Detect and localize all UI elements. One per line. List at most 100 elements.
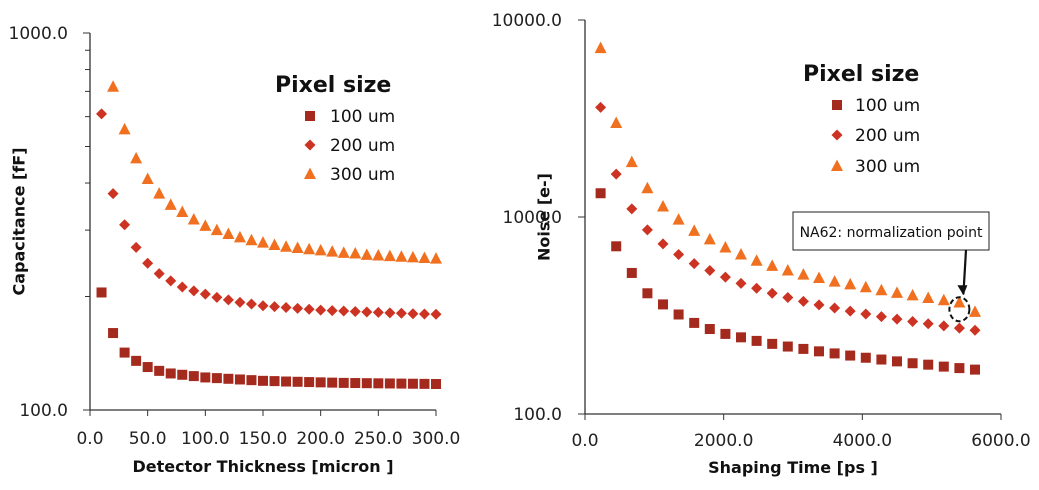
data-point (165, 275, 177, 287)
data-point (233, 230, 246, 243)
data-point (953, 322, 965, 334)
legend-label: 300 um (855, 157, 920, 177)
data-point (642, 288, 653, 299)
data-point (875, 283, 888, 296)
data-point (395, 307, 407, 319)
data-point (767, 338, 778, 349)
data-point (954, 363, 965, 374)
data-point (395, 250, 408, 262)
data-point (257, 236, 269, 248)
data-point (96, 108, 108, 120)
data-point (211, 291, 223, 303)
data-point (142, 257, 154, 269)
data-point (922, 318, 934, 330)
data-point (269, 376, 280, 387)
legend-label: 200 um (330, 136, 395, 156)
legend-marker (831, 159, 843, 171)
legend-swatch (831, 159, 843, 171)
data-point (657, 200, 669, 212)
data-point (350, 378, 361, 389)
data-point (119, 347, 130, 358)
data-point (199, 219, 212, 231)
data-point (891, 286, 903, 298)
legend-label: 300 um (330, 165, 395, 185)
x-axis-title: Shaping Time [ps ] (708, 458, 878, 477)
data-point (736, 332, 746, 343)
annotation-circle (948, 296, 971, 323)
data-point (828, 275, 841, 287)
x-tick-label: 150.0 (239, 429, 288, 449)
data-point (292, 302, 304, 314)
x-tick-label: 250.0 (354, 429, 403, 449)
data-point (176, 205, 189, 218)
data-point (292, 376, 303, 387)
x-tick-label: 0.0 (76, 429, 103, 449)
legend-marker (304, 139, 316, 151)
data-point (396, 378, 407, 389)
x-tick-label: 300.0 (412, 429, 461, 449)
series-300-um (107, 80, 442, 264)
data-point (688, 258, 700, 270)
annotation-text: NA62: normalization point (800, 225, 983, 241)
legend-swatch (832, 100, 842, 110)
data-point (719, 241, 732, 253)
data-point (315, 377, 326, 388)
data-point (937, 293, 950, 306)
data-point (844, 277, 857, 290)
data-point (891, 313, 903, 325)
data-point (782, 341, 793, 352)
data-point (641, 224, 653, 236)
y-tick-label: 1000.0 (503, 208, 562, 228)
data-point (766, 287, 778, 299)
data-point (673, 309, 684, 320)
data-point (384, 307, 396, 319)
data-point (326, 245, 339, 257)
data-point (372, 248, 385, 261)
data-point (164, 198, 177, 210)
data-point (130, 241, 142, 253)
data-point (361, 378, 372, 389)
annotation-arrow-head (957, 285, 968, 296)
data-point (315, 304, 327, 316)
data-point (245, 233, 258, 246)
legend-swatch (304, 139, 316, 151)
data-point (281, 376, 292, 387)
data-point (373, 378, 384, 389)
data-point (672, 213, 685, 225)
x-axis-title: Detector Thickness [micron ] (132, 457, 393, 476)
data-point (875, 311, 887, 323)
data-point (673, 249, 685, 261)
data-point (153, 268, 165, 280)
data-point (291, 241, 304, 253)
data-point (782, 292, 794, 304)
data-point (688, 224, 701, 236)
data-point (814, 346, 824, 357)
data-point (813, 271, 825, 284)
legend-title: Pixel size (803, 62, 919, 87)
data-point (610, 168, 622, 180)
data-point (969, 305, 981, 317)
data-point (418, 308, 430, 320)
legend-label: 100 um (855, 96, 920, 116)
legend-marker (832, 100, 842, 110)
annotation-box (792, 211, 990, 251)
data-point (327, 377, 338, 388)
data-point (304, 377, 315, 388)
data-point (131, 355, 142, 366)
legend-swatch (831, 129, 843, 141)
data-point (938, 361, 949, 372)
series-100-um (595, 188, 980, 375)
legend-swatch (305, 111, 315, 121)
legend-label: 100 um (330, 107, 395, 127)
data-point (119, 219, 131, 231)
data-point (431, 379, 441, 390)
data-point (719, 271, 731, 283)
data-point (188, 371, 199, 382)
data-point (798, 343, 809, 354)
data-point (611, 241, 622, 252)
x-tick-label: 4000.0 (833, 431, 892, 451)
data-point (349, 306, 361, 318)
data-point (141, 172, 154, 184)
data-point (337, 246, 350, 258)
